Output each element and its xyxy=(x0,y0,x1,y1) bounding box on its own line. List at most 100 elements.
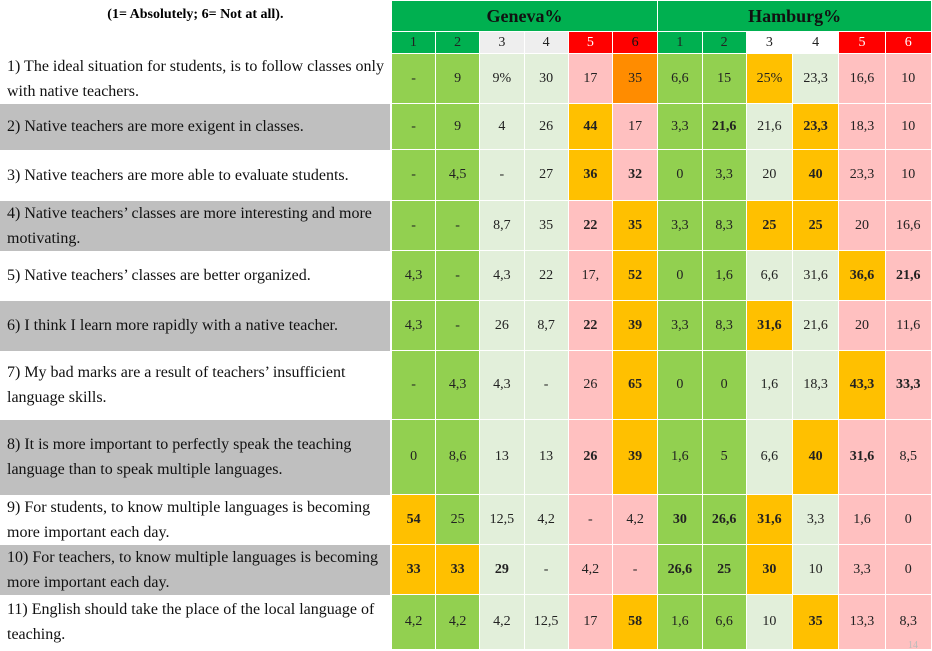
hamburg-cell-1: 0 xyxy=(657,350,703,420)
hamburg-cell-3: 1,6 xyxy=(745,350,794,420)
hamburg-cell-2: 3,3 xyxy=(701,149,747,201)
geneva-cell-1: - xyxy=(390,200,437,251)
hamburg-cell-5: 20 xyxy=(838,300,886,351)
table-row: 4) Native teachers’ classes are more int… xyxy=(0,200,932,251)
hamburg-cell-4: 21,6 xyxy=(792,300,840,351)
hamburg-cell-4: 10 xyxy=(792,544,840,595)
scale-header-geneva-6: 6 xyxy=(611,31,659,54)
table-row: 9) For students, to know multiple langua… xyxy=(0,494,932,545)
question-cell: 7) My bad marks are a result of teachers… xyxy=(0,350,393,420)
question-cell: 2) Native teachers are more exigent in c… xyxy=(0,103,393,150)
geneva-cell-2: 9 xyxy=(434,103,481,150)
geneva-cell-1: 33 xyxy=(390,544,437,595)
geneva-cell-1: - xyxy=(390,103,437,150)
geneva-cell-6: 35 xyxy=(611,53,659,104)
hamburg-cell-4: 18,3 xyxy=(792,350,840,420)
geneva-cell-2: 9 xyxy=(434,53,481,104)
hamburg-cell-5: 18,3 xyxy=(838,103,886,150)
scale-header-hamburg-3: 3 xyxy=(745,31,794,54)
hamburg-cell-4: 31,6 xyxy=(792,250,840,301)
hamburg-cell-5: 1,6 xyxy=(838,494,886,545)
geneva-cell-6: 39 xyxy=(611,419,659,495)
geneva-cell-5: 44 xyxy=(567,103,614,150)
geneva-cell-1: 4,3 xyxy=(390,300,437,351)
scale-header-geneva-4: 4 xyxy=(523,31,569,54)
geneva-cell-2: 4,3 xyxy=(434,350,481,420)
geneva-cell-6: 65 xyxy=(611,350,659,420)
table-row: 6) I think I learn more rapidly with a n… xyxy=(0,300,932,351)
hamburg-cell-3: 21,6 xyxy=(745,103,794,150)
city-header-geneva: Geneva% xyxy=(390,0,659,32)
hamburg-cell-5: 36,6 xyxy=(838,250,886,301)
table-row: 2) Native teachers are more exigent in c… xyxy=(0,103,932,150)
geneva-cell-5: 17, xyxy=(567,250,614,301)
geneva-cell-1: - xyxy=(390,149,437,201)
hamburg-cell-1: 1,6 xyxy=(657,419,703,495)
hamburg-cell-5: 23,3 xyxy=(838,149,886,201)
geneva-cell-3: 8,7 xyxy=(479,200,525,251)
hamburg-cell-3: 10 xyxy=(745,594,794,650)
hamburg-cell-3: 31,6 xyxy=(745,494,794,545)
hamburg-cell-4: 23,3 xyxy=(792,103,840,150)
hamburg-cell-1: 3,3 xyxy=(657,103,703,150)
hamburg-cell-4: 23,3 xyxy=(792,53,840,104)
question-cell: 3) Native teachers are more able to eval… xyxy=(0,149,393,201)
geneva-cell-5: 36 xyxy=(567,149,614,201)
hamburg-cell-2: 5 xyxy=(701,419,747,495)
hamburg-cell-6: 0 xyxy=(884,544,932,595)
scale-header-geneva-3: 3 xyxy=(479,31,525,54)
hamburg-cell-1: 1,6 xyxy=(657,594,703,650)
city-header-row: (1= Absolutely; 6= Not at all). Geneva% … xyxy=(0,0,932,32)
scale-header-hamburg-2: 2 xyxy=(701,31,747,54)
hamburg-cell-3: 6,6 xyxy=(745,250,794,301)
geneva-cell-5: 22 xyxy=(567,200,614,251)
geneva-cell-1: 54 xyxy=(390,494,437,545)
question-cell: 9) For students, to know multiple langua… xyxy=(0,494,393,545)
geneva-cell-4: 26 xyxy=(523,103,569,150)
hamburg-cell-1: 3,3 xyxy=(657,300,703,351)
geneva-cell-3: - xyxy=(479,149,525,201)
geneva-cell-2: - xyxy=(434,300,481,351)
hamburg-cell-4: 40 xyxy=(792,149,840,201)
geneva-cell-2: 8,6 xyxy=(434,419,481,495)
geneva-cell-5: 17 xyxy=(567,53,614,104)
scale-header-hamburg-5: 5 xyxy=(838,31,886,54)
hamburg-cell-2: 21,6 xyxy=(701,103,747,150)
scale-header-geneva-5: 5 xyxy=(567,31,614,54)
table-row: 3) Native teachers are more able to eval… xyxy=(0,149,932,201)
geneva-cell-2: - xyxy=(434,200,481,251)
geneva-cell-2: 25 xyxy=(434,494,481,545)
hamburg-cell-4: 25 xyxy=(792,200,840,251)
hamburg-cell-1: 30 xyxy=(657,494,703,545)
hamburg-cell-2: 8,3 xyxy=(701,200,747,251)
hamburg-cell-3: 25% xyxy=(745,53,794,104)
hamburg-cell-5: 13,3 xyxy=(838,594,886,650)
geneva-cell-4: 22 xyxy=(523,250,569,301)
geneva-cell-4: 13 xyxy=(523,419,569,495)
hamburg-cell-2: 8,3 xyxy=(701,300,747,351)
hamburg-cell-3: 25 xyxy=(745,200,794,251)
geneva-cell-3: 4,3 xyxy=(479,250,525,301)
hamburg-cell-1: 0 xyxy=(657,149,703,201)
table-row: 10) For teachers, to know multiple langu… xyxy=(0,544,932,595)
geneva-cell-4: 4,2 xyxy=(523,494,569,545)
geneva-cell-2: 4,5 xyxy=(434,149,481,201)
scale-header-geneva-2: 2 xyxy=(434,31,481,54)
geneva-cell-5: 4,2 xyxy=(567,544,614,595)
geneva-cell-6: 52 xyxy=(611,250,659,301)
geneva-cell-6: 32 xyxy=(611,149,659,201)
question-cell: 5) Native teachers’ classes are better o… xyxy=(0,250,393,301)
hamburg-cell-1: 6,6 xyxy=(657,53,703,104)
hamburg-cell-6: 21,6 xyxy=(884,250,932,301)
geneva-cell-1: - xyxy=(390,350,437,420)
geneva-cell-4: 35 xyxy=(523,200,569,251)
hamburg-cell-6: 11,6 xyxy=(884,300,932,351)
hamburg-cell-4: 40 xyxy=(792,419,840,495)
geneva-cell-1: 4,3 xyxy=(390,250,437,301)
geneva-cell-1: 0 xyxy=(390,419,437,495)
geneva-cell-4: 27 xyxy=(523,149,569,201)
geneva-cell-3: 12,5 xyxy=(479,494,525,545)
geneva-cell-2: - xyxy=(434,250,481,301)
scale-header-hamburg-6: 6 xyxy=(884,31,932,54)
geneva-cell-6: 17 xyxy=(611,103,659,150)
